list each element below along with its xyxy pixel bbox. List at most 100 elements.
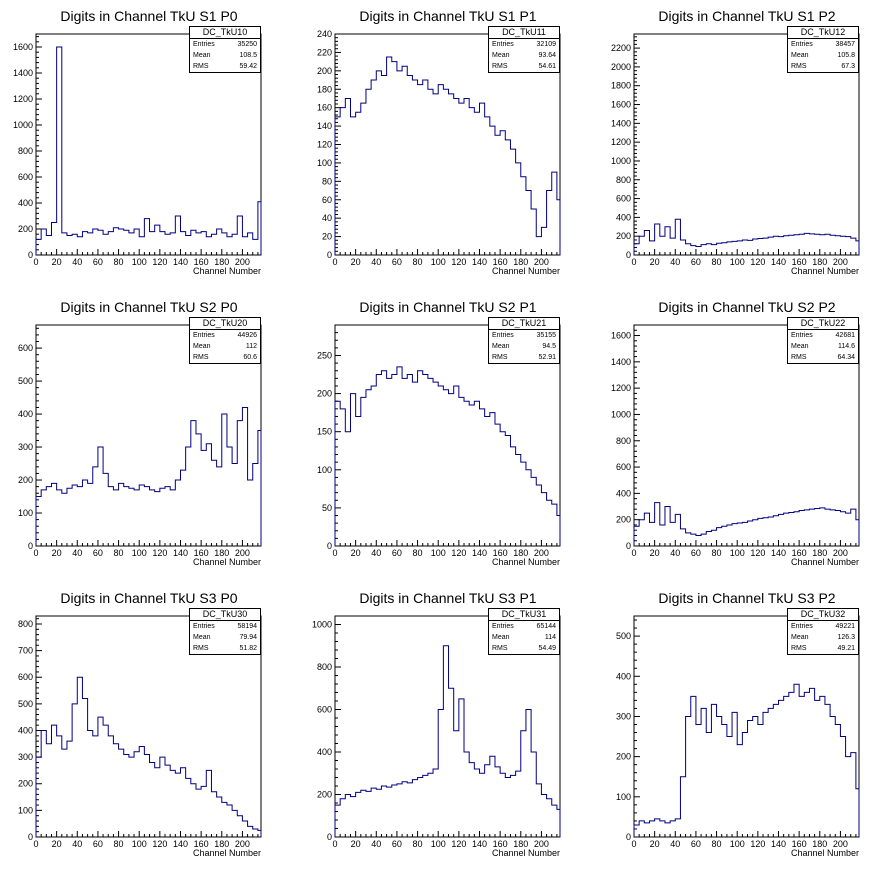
x-tick-label: 60 bbox=[93, 548, 103, 558]
stats-value: 58194 bbox=[237, 623, 257, 630]
y-tick-label: 100 bbox=[18, 805, 33, 815]
y-tick-label: 0 bbox=[626, 541, 631, 551]
y-tick-label: 1600 bbox=[13, 42, 33, 52]
y-tick-label: 200 bbox=[616, 231, 631, 241]
y-tick-label: 400 bbox=[616, 488, 631, 498]
stats-value: 35250 bbox=[237, 41, 257, 48]
x-tick-label: 120 bbox=[750, 548, 765, 558]
plot-svg: 0 20 40 60 80 100 120 140 160 180 200 200 400 600 800 1… bbox=[611, 33, 860, 267]
y-tick-label: 0 bbox=[28, 250, 33, 260]
x-tick-label: 200 bbox=[833, 839, 848, 849]
x-tick-label: 140 bbox=[771, 257, 786, 267]
y-tick-label: 1200 bbox=[611, 137, 631, 147]
x-tick-label: 120 bbox=[152, 257, 167, 267]
x-tick-label: 80 bbox=[712, 839, 722, 849]
x-tick-label: 80 bbox=[114, 548, 124, 558]
stats-key: Mean bbox=[791, 52, 809, 59]
stats-key: Mean bbox=[193, 343, 211, 350]
panel-title: Digits in Channel TkU S2 P0 bbox=[60, 299, 238, 315]
plot-svg: 0 20 40 60 80 100 120 140 160 180 200 50 100 150 200 25… bbox=[317, 324, 561, 558]
y-tick-label: 100 bbox=[317, 465, 332, 475]
y-tick-label: 1400 bbox=[13, 68, 33, 78]
x-tick-label: 140 bbox=[771, 548, 786, 558]
stats-box: DC_TkU10 Entries 35250 Mean 108.5 RMS 59.42 bbox=[189, 26, 261, 73]
y-tick-label: 200 bbox=[616, 515, 631, 525]
plot-svg: 0 20 40 60 80 100 120 140 160 180 200 200 400 600 800 1… bbox=[13, 33, 262, 267]
stats-row-rms: RMS 59.42 bbox=[190, 61, 260, 72]
y-tick-label: 600 bbox=[317, 705, 332, 715]
plot-frame bbox=[633, 615, 860, 838]
stats-row-mean: Mean 114.6 bbox=[788, 341, 858, 352]
x-tick-label: 160 bbox=[792, 257, 807, 267]
x-tick-label: 160 bbox=[493, 257, 508, 267]
x-tick-label: 60 bbox=[93, 257, 103, 267]
stats-key: RMS bbox=[791, 63, 807, 70]
x-tick-label: 100 bbox=[730, 839, 745, 849]
x-tick-label: 60 bbox=[392, 839, 402, 849]
stats-key: RMS bbox=[492, 645, 508, 652]
y-tick-label: 0 bbox=[327, 541, 332, 551]
x-axis-title: Channel Number bbox=[192, 266, 261, 276]
stats-row-mean: Mean 108.5 bbox=[190, 50, 260, 61]
x-tick-label: 0 bbox=[631, 257, 636, 267]
panel-title: Digits in Channel TkU S2 P2 bbox=[658, 299, 836, 315]
y-tick-label: 1000 bbox=[611, 409, 631, 419]
y-tick-label: 120 bbox=[317, 140, 332, 150]
panel-title: Digits in Channel TkU S1 P1 bbox=[359, 8, 537, 24]
y-tick-label: 100 bbox=[616, 792, 631, 802]
plot-svg: 0 20 40 60 80 100 120 140 160 180 200 200 400 600 800 1… bbox=[611, 324, 860, 558]
stats-key: Entries bbox=[492, 623, 514, 630]
stats-value: 94.5 bbox=[542, 343, 556, 350]
x-tick-label: 80 bbox=[712, 548, 722, 558]
x-tick-label: 120 bbox=[451, 839, 466, 849]
stats-name: DC_TkU30 bbox=[190, 609, 260, 621]
x-tick-label: 160 bbox=[493, 839, 508, 849]
y-tick-label: 300 bbox=[18, 752, 33, 762]
x-tick-label: 0 bbox=[332, 548, 337, 558]
x-tick-label: 140 bbox=[472, 548, 487, 558]
stats-row-rms: RMS 60.6 bbox=[190, 352, 260, 363]
y-tick-label: 800 bbox=[616, 175, 631, 185]
x-tick-label: 160 bbox=[194, 257, 209, 267]
stats-name: DC_TkU21 bbox=[489, 318, 559, 330]
x-tick-label: 180 bbox=[214, 257, 229, 267]
y-tick-label: 600 bbox=[18, 343, 33, 353]
x-tick-label: 100 bbox=[730, 548, 745, 558]
x-tick-label: 160 bbox=[792, 548, 807, 558]
x-tick-label: 40 bbox=[371, 839, 381, 849]
stats-name: DC_TkU31 bbox=[489, 609, 559, 621]
stats-value: 64.34 bbox=[837, 354, 855, 361]
y-tick-label: 400 bbox=[317, 747, 332, 757]
histogram-series-line bbox=[35, 406, 262, 546]
y-tick-label: 500 bbox=[616, 631, 631, 641]
stats-value: 51.82 bbox=[239, 645, 257, 652]
x-tick-label: 60 bbox=[691, 839, 701, 849]
x-tick-label: 120 bbox=[451, 548, 466, 558]
stats-value: 52.91 bbox=[538, 354, 556, 361]
stats-value: 126.3 bbox=[837, 634, 855, 641]
stats-key: Entries bbox=[791, 623, 813, 630]
stats-value: 38457 bbox=[835, 41, 855, 48]
histogram-series-line bbox=[35, 46, 262, 255]
y-tick-label: 80 bbox=[322, 176, 332, 186]
stats-value: 54.61 bbox=[538, 63, 556, 70]
x-tick-label: 20 bbox=[351, 257, 361, 267]
x-tick-label: 100 bbox=[431, 839, 446, 849]
x-tick-label: 60 bbox=[392, 257, 402, 267]
y-tick-label: 800 bbox=[317, 662, 332, 672]
stats-value: 32109 bbox=[536, 41, 556, 48]
stats-name: DC_TkU12 bbox=[788, 27, 858, 39]
histogram-series-line bbox=[633, 502, 860, 546]
stats-row-rms: RMS 67.3 bbox=[788, 61, 858, 72]
histogram-series-line bbox=[633, 218, 860, 255]
histogram-panel: Digits in Channel TkU S2 P0 0 20 40 60 80 100 1… bbox=[0, 291, 298, 582]
panel-title: Digits in Channel TkU S3 P2 bbox=[658, 590, 836, 606]
x-tick-label: 160 bbox=[194, 548, 209, 558]
y-tick-label: 200 bbox=[616, 752, 631, 762]
stats-row-mean: Mean 79.94 bbox=[190, 632, 260, 643]
x-tick-label: 200 bbox=[534, 257, 549, 267]
stats-value: 60.6 bbox=[243, 354, 257, 361]
y-tick-label: 500 bbox=[18, 699, 33, 709]
x-tick-label: 60 bbox=[691, 257, 701, 267]
